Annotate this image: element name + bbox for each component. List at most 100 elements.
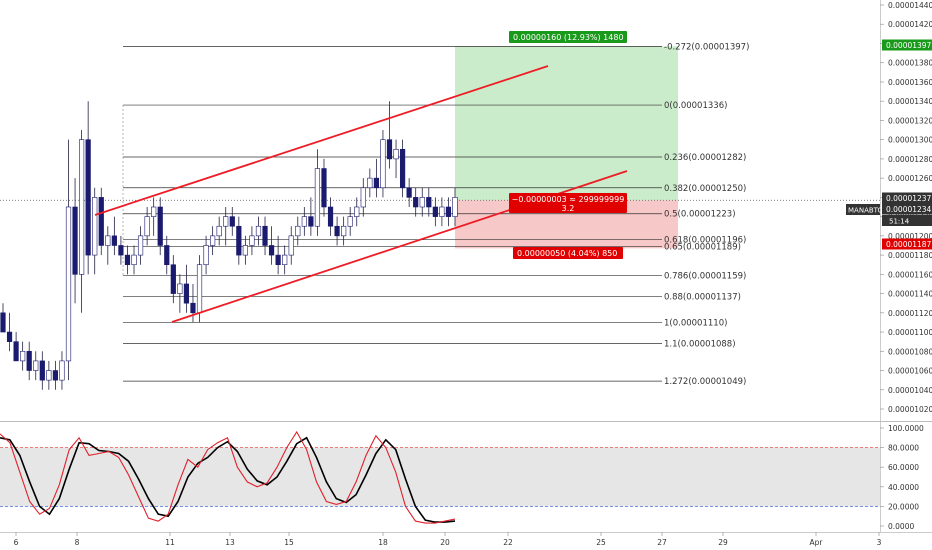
- candle-body-down: [373, 177, 379, 189]
- candle-body-up: [393, 148, 399, 160]
- target-label-text: 0.00000160 (12.93%) 1480: [513, 33, 624, 42]
- target-label-background: [509, 31, 627, 43]
- candle-body-up: [341, 225, 347, 237]
- symbol-label: MANABTC: [848, 207, 883, 215]
- candle-body-up: [295, 225, 301, 237]
- candle-body-down: [98, 197, 104, 246]
- stop-label-text: 0.00000050 (4.04%) 850: [517, 249, 617, 258]
- candle-body-up: [249, 235, 255, 246]
- candle-body-down: [399, 148, 406, 189]
- candle-body-up: [282, 254, 288, 266]
- candle-body-up: [203, 245, 209, 266]
- price-badge-background: [882, 192, 932, 204]
- candle-body-up: [151, 206, 157, 217]
- price-badge-label: 0.00001234: [886, 205, 932, 214]
- candle-body-down: [413, 197, 419, 208]
- price-badge-label: 0.00001187: [886, 240, 932, 249]
- candle-body-up: [242, 245, 248, 256]
- candle-body-up: [439, 206, 445, 217]
- fib-level-label: 0.5(0.00001223): [664, 210, 736, 220]
- time-axis[interactable]: 6 8 11 13 15 18 20 22 25 27 29 Apr 3: [14, 532, 882, 547]
- price-tick-label: 0.00001040: [888, 386, 932, 395]
- price-tick-label: 0.00001180: [888, 251, 932, 260]
- price-tick-label: 0.00001420: [888, 20, 932, 29]
- price-badge-background: [882, 238, 932, 250]
- price-tick-label: 0.00001080: [888, 347, 932, 356]
- target-zone: [455, 46, 678, 201]
- candle-body-down: [164, 245, 170, 266]
- candle-body-down: [445, 206, 452, 217]
- candle-body-down: [85, 139, 91, 256]
- candle-body-down: [334, 225, 340, 237]
- candle-body-up: [288, 235, 294, 256]
- candle-body-up: [177, 283, 183, 294]
- candle-body-down: [13, 341, 19, 362]
- candle-body-down: [406, 187, 412, 198]
- candle-body-down: [432, 206, 438, 217]
- candle-body-down: [268, 245, 275, 256]
- price-tick-label: 0.00001260: [888, 174, 932, 183]
- candle-body-down: [170, 264, 176, 294]
- price-badge-label: 0.00001237: [886, 194, 932, 203]
- candle-body-up: [255, 225, 262, 237]
- fib-level-label: 1.1(0.00001088): [664, 340, 736, 350]
- channel-upper-line[interactable]: [94, 65, 549, 216]
- ratio-label-background: [509, 193, 627, 213]
- candle-body-up: [196, 264, 203, 314]
- oscillator-k-line: [0, 430, 456, 524]
- candle-body-up: [367, 177, 373, 189]
- candle-body-down: [39, 360, 45, 381]
- candle-body-up: [46, 370, 52, 381]
- time-tick-label: 13: [225, 538, 235, 547]
- time-tick-label: 18: [378, 538, 388, 547]
- oscillator-tick-label: 80.0000: [888, 444, 919, 453]
- candle-body-down: [236, 225, 242, 256]
- stop-label: 0.00000050 (4.04%) 850: [513, 247, 623, 259]
- price-tick-label: 0.00001360: [888, 78, 932, 87]
- symbol-badge-background: [846, 204, 880, 215]
- price-badge-label: 0.00001397: [886, 41, 932, 50]
- price-tick-label: 0.00001120: [888, 309, 932, 318]
- price-tick-label: 0.00001380: [888, 59, 932, 68]
- price-tick-label: 0.00001440: [888, 1, 932, 10]
- time-tick-label: 25: [596, 538, 606, 547]
- candle-body-down: [72, 206, 78, 275]
- candle-body-up: [65, 206, 72, 362]
- ratio-label-line-1: −0.00000003 ≈ 299999999: [512, 195, 625, 204]
- candle-body-down: [308, 216, 314, 227]
- candle-body-up: [347, 216, 353, 227]
- price-tick-label: 0.00001020: [888, 405, 932, 414]
- candle-body-up: [452, 197, 458, 217]
- oscillator-tick-label: 60.0000: [888, 463, 919, 472]
- oscillator-tick-label: 0.0000: [888, 522, 914, 531]
- candle-body-up: [223, 216, 229, 227]
- candle-body-up: [360, 187, 366, 208]
- countdown-label: 51:14: [889, 218, 910, 226]
- fib-level-label: 1(0.00001110): [664, 318, 727, 328]
- oscillator-axis[interactable]: 100.0000 80.0000 60.0000 40.0000 20.0000 0.00…: [880, 424, 924, 531]
- candle-body-up: [314, 168, 321, 227]
- fib-level-label: 0(0.00001336): [664, 101, 727, 111]
- candles: [0, 101, 458, 390]
- candle-body-down: [426, 197, 432, 208]
- ratio-label: −0.00000003 ≈ 299999999 3.2: [509, 193, 627, 213]
- fib-level-label: -0.272(0.00001397): [664, 42, 749, 52]
- candle-body-down: [327, 206, 334, 227]
- time-tick-label: Apr: [810, 538, 824, 547]
- price-tick-label: 0.00001140: [888, 290, 932, 299]
- time-tick-label: 15: [284, 538, 294, 547]
- oscillator-tick-label: 40.0000: [888, 483, 919, 492]
- oscillator-band: [0, 447, 880, 507]
- candle-body-down: [321, 168, 327, 208]
- time-tick-label: 29: [718, 538, 728, 547]
- price-tick-label: 0.00001340: [888, 97, 932, 106]
- candle-body-up: [59, 360, 65, 381]
- price-tick-label: 0.00001100: [888, 328, 932, 337]
- candle-body-up: [216, 225, 222, 237]
- time-tick-label: 11: [165, 538, 175, 547]
- candle-body-down: [26, 350, 32, 371]
- price-tick-label: 0.00001200: [888, 232, 932, 241]
- candle-body-down: [111, 235, 117, 246]
- countdown-background: [882, 215, 932, 226]
